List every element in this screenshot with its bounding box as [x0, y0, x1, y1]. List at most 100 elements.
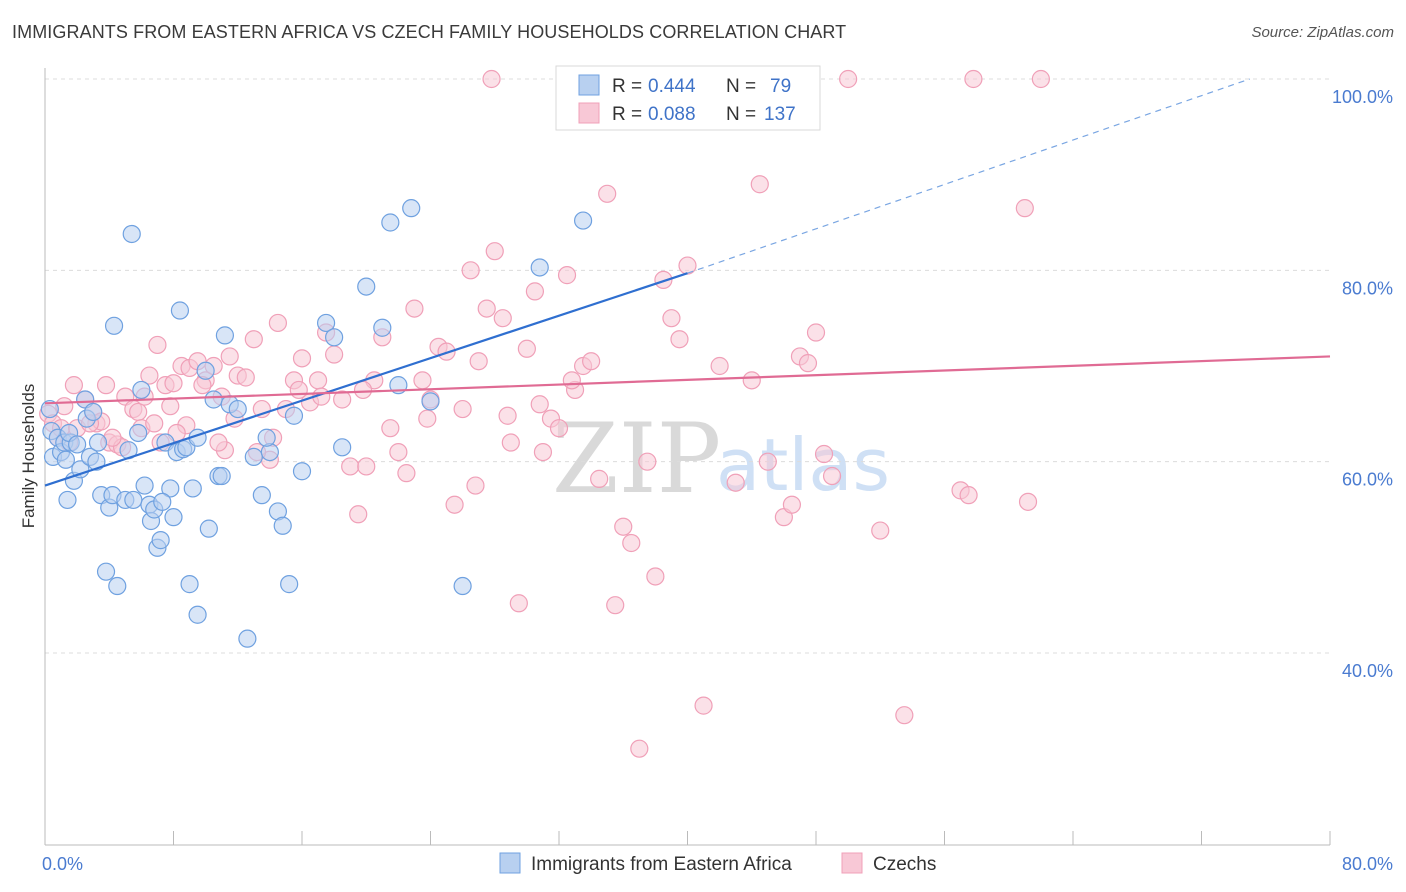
point-eastern-africa	[56, 450, 75, 469]
bottom-legend-swatch-blue	[499, 852, 521, 874]
y-tick-label: 60.0%	[1342, 470, 1393, 490]
point-czechs	[726, 473, 745, 492]
point-czechs	[638, 452, 657, 471]
legend-r-value-2: 0.088	[648, 104, 696, 125]
source-credit: Source: ZipAtlas.com	[1251, 24, 1394, 41]
point-czechs	[959, 486, 978, 505]
point-czechs	[582, 352, 601, 371]
y-tick-label: 80.0%	[1342, 278, 1393, 298]
trend-lines	[44, 78, 1331, 487]
point-czechs	[333, 390, 352, 409]
point-czechs	[598, 184, 617, 203]
point-eastern-africa	[453, 576, 472, 596]
point-eastern-africa	[273, 516, 292, 535]
point-eastern-africa	[132, 380, 151, 400]
bottom-legend-label-1: Immigrants from Eastern Africa	[531, 854, 792, 875]
legend-r-value-1: 0.444	[648, 76, 696, 97]
point-czechs	[397, 464, 416, 483]
point-czechs	[453, 399, 472, 419]
point-czechs	[292, 349, 312, 368]
point-eastern-africa	[88, 433, 108, 452]
point-eastern-africa	[357, 277, 376, 296]
point-eastern-africa	[58, 490, 77, 510]
point-eastern-africa	[135, 476, 154, 495]
point-czechs	[517, 339, 536, 358]
bottom-legend-swatch-pink	[841, 852, 863, 874]
legend-n-value-1: 79	[770, 76, 791, 97]
point-eastern-africa	[104, 316, 124, 335]
point-eastern-africa	[183, 479, 202, 498]
point-czechs	[493, 309, 512, 328]
point-eastern-africa	[325, 328, 344, 347]
point-eastern-africa	[196, 361, 215, 380]
point-eastern-africa	[292, 462, 312, 481]
point-czechs	[1031, 69, 1050, 89]
point-czechs	[145, 414, 164, 433]
point-eastern-africa	[199, 519, 218, 538]
point-czechs	[614, 517, 633, 536]
legend-n-label-1: N =	[726, 76, 756, 97]
point-czechs	[244, 330, 263, 349]
point-eastern-africa	[180, 575, 199, 594]
point-eastern-africa	[215, 326, 234, 345]
legend-n-label-2: N =	[726, 104, 756, 125]
point-czechs	[148, 335, 167, 355]
legend-swatch-pink	[578, 102, 600, 124]
point-czechs	[96, 376, 116, 395]
point-czechs	[1015, 199, 1034, 218]
point-czechs	[782, 495, 802, 514]
point-eastern-africa	[530, 258, 549, 277]
point-eastern-africa	[333, 438, 352, 457]
x-tick-label-max: 80.0%	[1342, 854, 1393, 874]
point-czechs	[164, 374, 183, 393]
point-czechs	[590, 469, 609, 488]
point-czechs	[413, 371, 432, 390]
point-czechs	[268, 313, 288, 333]
point-eastern-africa	[381, 213, 400, 232]
gridlines	[45, 78, 1330, 654]
point-czechs	[798, 354, 818, 373]
point-czechs	[445, 495, 464, 514]
point-czechs	[662, 309, 681, 328]
point-czechs	[357, 457, 376, 476]
trend-line-eastern-africa	[44, 272, 688, 487]
point-eastern-africa	[170, 301, 190, 320]
point-eastern-africa	[108, 576, 127, 596]
point-czechs	[509, 594, 528, 613]
point-czechs	[325, 345, 344, 364]
point-czechs	[389, 443, 408, 462]
point-czechs	[353, 380, 373, 400]
y-axis-label: Family Households	[19, 384, 38, 529]
point-eastern-africa	[244, 447, 263, 466]
point-czechs	[469, 352, 488, 371]
chart-title: IMMIGRANTS FROM EASTERN AFRICA VS CZECH …	[12, 22, 847, 42]
point-eastern-africa	[212, 466, 231, 486]
point-eastern-africa	[316, 313, 336, 333]
point-eastern-africa	[204, 390, 223, 409]
point-czechs	[477, 299, 496, 318]
point-czechs	[1018, 492, 1038, 511]
point-eastern-africa	[257, 428, 276, 447]
legend-n-value-2: 137	[764, 104, 796, 125]
point-czechs	[418, 409, 437, 428]
point-eastern-africa	[129, 423, 148, 443]
point-eastern-africa	[161, 479, 180, 498]
point-eastern-africa	[151, 531, 170, 550]
trend-line-eastern-africa-extension	[687, 78, 1250, 274]
point-czechs	[839, 69, 858, 89]
point-eastern-africa	[238, 629, 257, 648]
point-eastern-africa	[96, 562, 116, 581]
point-czechs	[622, 533, 641, 553]
point-czechs	[501, 433, 520, 452]
watermark-zip: ZIP	[552, 403, 721, 515]
point-czechs	[806, 323, 826, 342]
legend-swatch-blue	[578, 74, 600, 96]
point-czechs	[381, 419, 400, 438]
point-eastern-africa	[373, 318, 392, 337]
point-eastern-africa	[164, 508, 183, 527]
point-czechs	[630, 739, 649, 758]
point-eastern-africa	[188, 605, 207, 624]
legend-r-label-1: R =	[612, 76, 642, 97]
point-czechs	[485, 242, 504, 261]
